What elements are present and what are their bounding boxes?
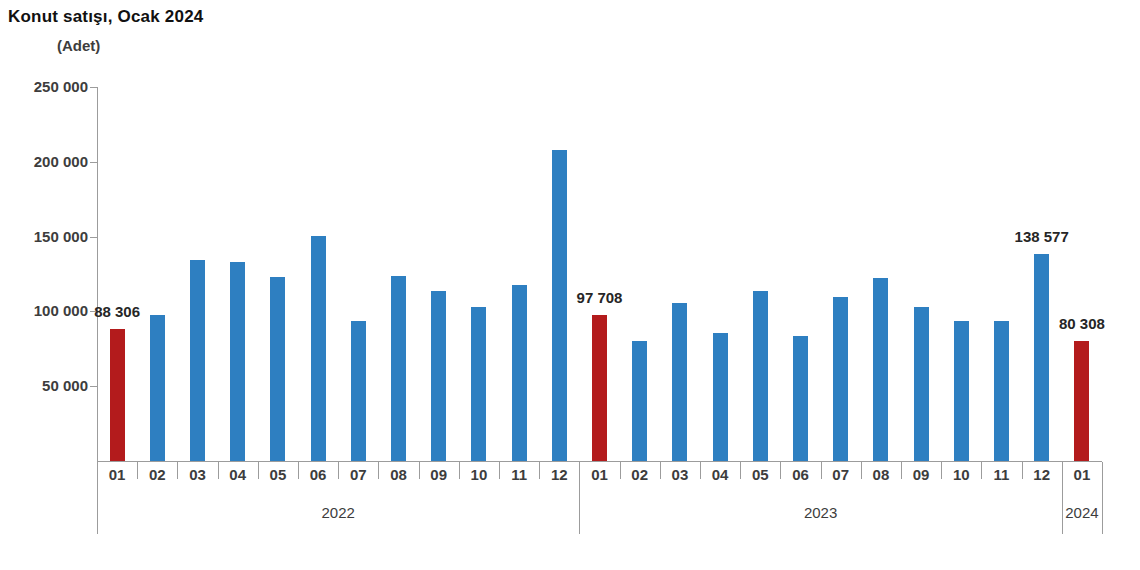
month-separator [660, 462, 661, 479]
bar [471, 307, 486, 461]
bar [994, 321, 1009, 461]
x-axis-line [97, 461, 1102, 462]
bar [230, 262, 245, 461]
month-separator [419, 462, 420, 479]
month-tick-label: 02 [620, 466, 660, 484]
month-tick-label: 01 [97, 466, 137, 484]
year-separator [579, 462, 580, 534]
y-axis-tick-mark [90, 162, 97, 163]
bar [632, 341, 647, 461]
bar [270, 277, 285, 461]
month-tick-label: 05 [258, 466, 298, 484]
year-label: 2022 [97, 504, 579, 522]
month-tick-label: 11 [499, 466, 539, 484]
bar [672, 303, 687, 461]
month-separator [218, 462, 219, 479]
month-separator [258, 462, 259, 479]
month-tick-label: 01 [1062, 466, 1102, 484]
bar-value-label: 88 306 [57, 303, 177, 321]
month-tick-label: 03 [178, 466, 218, 484]
month-tick-label: 02 [137, 466, 177, 484]
month-separator [499, 462, 500, 479]
month-tick-label: 09 [901, 466, 941, 484]
y-axis-tick-mark [90, 237, 97, 238]
year-separator [1102, 462, 1103, 534]
month-separator [539, 462, 540, 479]
bar-highlighted [1074, 341, 1089, 461]
month-tick-label: 09 [419, 466, 459, 484]
month-tick-label: 12 [1022, 466, 1062, 484]
housing-sales-chart: Konut satışı, Ocak 2024 (Adet) 250 00020… [0, 0, 1140, 570]
month-tick-label: 10 [941, 466, 981, 484]
month-tick-label: 06 [781, 466, 821, 484]
bar [512, 285, 527, 461]
y-axis-line [97, 87, 98, 461]
month-tick-label: 07 [821, 466, 861, 484]
bar-highlighted [110, 329, 125, 461]
year-separator [97, 462, 98, 534]
month-tick-label: 08 [861, 466, 901, 484]
bar-value-label: 97 708 [540, 289, 660, 307]
month-separator [378, 462, 379, 479]
month-separator [821, 462, 822, 479]
bar [713, 333, 728, 461]
bar [833, 297, 848, 461]
month-tick-label: 10 [459, 466, 499, 484]
bar [351, 321, 366, 461]
month-separator [861, 462, 862, 479]
month-separator [177, 462, 178, 479]
y-axis-tick-label: 50 000 [42, 377, 88, 395]
y-axis-tick-label: 250 000 [34, 78, 88, 96]
y-axis-tick-mark [90, 87, 97, 88]
month-separator [338, 462, 339, 479]
month-tick-label: 11 [982, 466, 1022, 484]
month-separator [620, 462, 621, 479]
bar-highlighted [592, 315, 607, 461]
month-tick-label: 05 [740, 466, 780, 484]
y-axis-tick-mark [90, 386, 97, 387]
year-label: 2023 [579, 504, 1061, 522]
month-separator [459, 462, 460, 479]
bar [1034, 254, 1049, 461]
month-separator [941, 462, 942, 479]
month-tick-label: 03 [660, 466, 700, 484]
y-axis-tick-label: 150 000 [34, 228, 88, 246]
bar [311, 236, 326, 461]
y-axis-tick-label: 200 000 [34, 153, 88, 171]
year-separator [1062, 462, 1063, 534]
month-separator [700, 462, 701, 479]
month-tick-label: 04 [700, 466, 740, 484]
month-separator [740, 462, 741, 479]
bar [954, 321, 969, 461]
month-tick-label: 01 [580, 466, 620, 484]
bar [190, 260, 205, 461]
bar [391, 276, 406, 461]
month-separator [780, 462, 781, 479]
bar [793, 336, 808, 461]
month-tick-label: 04 [218, 466, 258, 484]
month-tick-label: 12 [539, 466, 579, 484]
bar [873, 278, 888, 461]
bar-value-label: 80 308 [1022, 315, 1140, 333]
month-tick-label: 06 [298, 466, 338, 484]
plot-area: 250 000200 000150 000100 00050 000010203… [0, 0, 1140, 570]
month-separator [298, 462, 299, 479]
month-separator [981, 462, 982, 479]
month-separator [137, 462, 138, 479]
month-tick-label: 07 [338, 466, 378, 484]
month-separator [901, 462, 902, 479]
bar-value-label: 138 577 [982, 228, 1102, 246]
month-tick-label: 08 [379, 466, 419, 484]
bar [753, 291, 768, 461]
bar [150, 315, 165, 461]
month-separator [1022, 462, 1023, 479]
bar [914, 307, 929, 461]
bar [431, 291, 446, 461]
year-label: 2024 [1062, 504, 1102, 522]
